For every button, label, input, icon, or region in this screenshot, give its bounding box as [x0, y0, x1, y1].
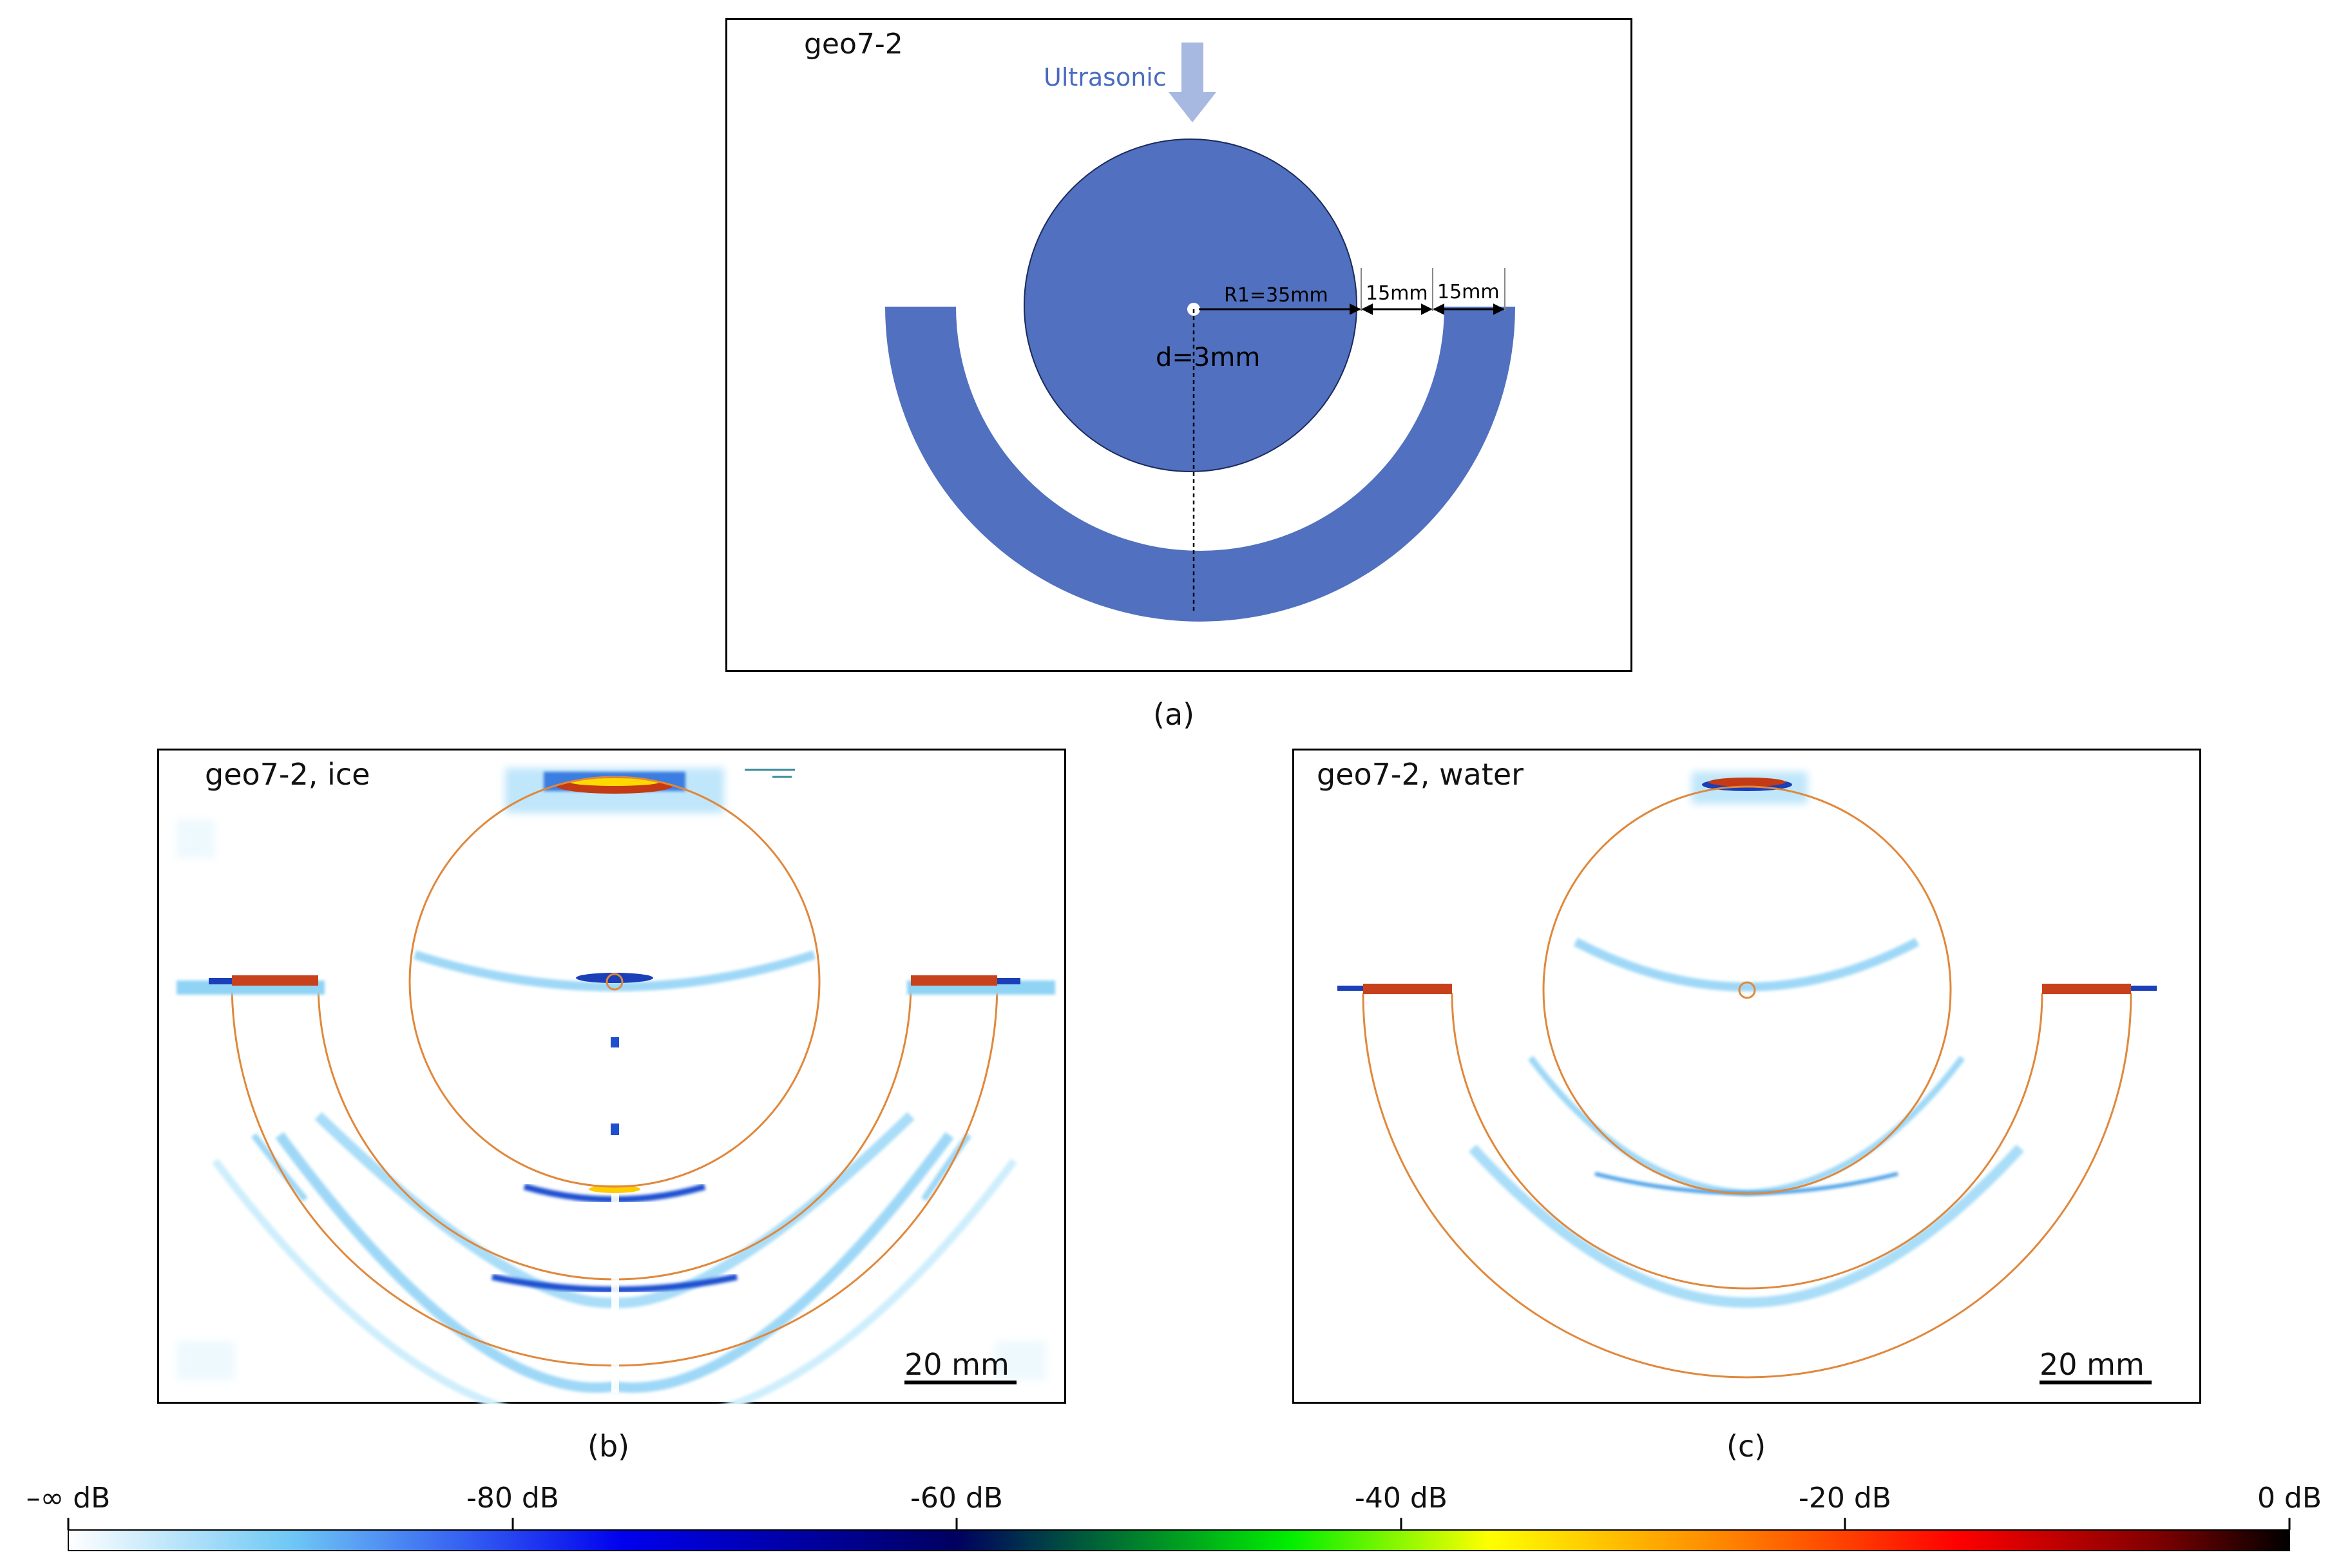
colorbar-tick-label: 0 dB — [2257, 1482, 2322, 1515]
scale-bar-b-label: 20 mm — [904, 1347, 1009, 1382]
panel-c-tag: geo7-2, water — [1317, 757, 1524, 792]
colorbar-tick-label: -20 dB — [1799, 1482, 1891, 1515]
ultrasonic-label: Ultrasonic — [1044, 63, 1167, 91]
vertical-scatter-2 — [611, 1123, 619, 1135]
gap2-label: 15mm — [1437, 281, 1500, 303]
panel-b: geo7-2, ice 20 mm — [157, 749, 1066, 1404]
colorbar-tick-label: -60 dB — [910, 1482, 1003, 1515]
caption-c: (c) — [1726, 1429, 1766, 1464]
colorbar: –∞ dB -80 dB -60 dB -40 dB -20 dB 0 dB — [26, 1482, 2322, 1551]
gap1-label: 15mm — [1366, 282, 1428, 305]
colorbar-tick-label: -40 dB — [1355, 1482, 1448, 1515]
colorbar-tick-label: -80 dB — [466, 1482, 559, 1515]
panel-a-tag: geo7-2 — [804, 28, 903, 61]
center-gap — [611, 1193, 619, 1393]
panel-c-frame — [1292, 749, 2201, 1404]
r1-label: R1=35mm — [1224, 284, 1328, 307]
top-source-spot — [1692, 772, 1808, 804]
ultrasonic-arrow-icon — [1169, 43, 1216, 122]
interface-plate-right — [907, 975, 1055, 995]
panel-c: geo7-2, water 20 mm — [1292, 749, 2201, 1404]
colorbar-tick-label: –∞ dB — [26, 1482, 111, 1515]
top-source-spot — [505, 768, 724, 813]
field-haze — [177, 819, 1046, 1380]
interface-plate-left — [1337, 984, 1452, 994]
vertical-scatter-1 — [611, 1037, 619, 1047]
colorbar-gradient — [68, 1529, 2290, 1551]
interface-plate-left — [177, 975, 325, 995]
outer-half-ring — [885, 307, 1515, 622]
caption-a: (a) — [1153, 697, 1195, 732]
d-label: d=3mm — [1156, 343, 1260, 372]
caption-b: (b) — [588, 1429, 630, 1464]
colorbar-ticks — [67, 1518, 2291, 1530]
panel-b-tag: geo7-2, ice — [205, 757, 370, 792]
panel-a: geo7-2 Ultrasonic R1=35mm 15mm 15mm d=3m… — [725, 18, 1632, 672]
interface-plate-right — [2042, 984, 2157, 994]
geometry-outline — [1362, 785, 2132, 1379]
scale-bar-c-label: 20 mm — [2040, 1347, 2145, 1382]
